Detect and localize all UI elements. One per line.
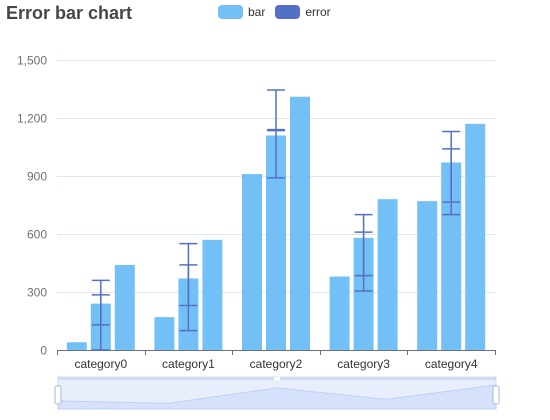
bar-category2-2[interactable] <box>290 96 310 350</box>
x-tick-label: category1 <box>162 357 215 371</box>
datazoom-move-handle[interactable] <box>274 377 280 380</box>
datazoom-handle-left[interactable] <box>54 385 62 405</box>
legend-label-bar: bar <box>248 5 266 19</box>
datazoom-preview-area <box>57 384 497 410</box>
error-bar-secondary-category1[interactable] <box>179 264 198 332</box>
x-tick-label: category4 <box>425 357 478 371</box>
legend-swatch-error <box>275 5 301 19</box>
bar-category1-0[interactable] <box>154 317 175 350</box>
y-tick-label: 0 <box>40 344 47 358</box>
bar-category4-1[interactable] <box>441 162 462 350</box>
y-tick-label: 300 <box>27 286 47 300</box>
datazoom-handle-right[interactable] <box>492 385 500 405</box>
y-tick-label: 1,200 <box>17 112 47 126</box>
legend-item-bar[interactable]: bar <box>218 5 265 19</box>
error-bar-secondary-category4[interactable] <box>442 148 461 216</box>
bar-category0-2[interactable] <box>114 264 135 350</box>
bar-category2-1[interactable] <box>266 135 286 350</box>
bar-category3-0[interactable] <box>329 276 350 350</box>
x-tick-label: category3 <box>337 357 390 371</box>
bar-category3-2[interactable] <box>377 199 398 350</box>
chart-title: Error bar chart <box>6 3 133 23</box>
x-tick-label: category2 <box>250 357 303 371</box>
error-bar-secondary-category2[interactable] <box>267 128 285 179</box>
y-tick-label: 900 <box>27 170 47 184</box>
y-tick-label: 600 <box>27 228 47 242</box>
legend-swatch-bar <box>218 5 243 19</box>
x-tick-label: category0 <box>74 357 127 371</box>
legend-label-error: error <box>305 5 331 19</box>
bar-category0-0[interactable] <box>66 342 87 350</box>
bar-category4-2[interactable] <box>465 123 486 350</box>
y-tick-label: 1,500 <box>17 54 47 68</box>
error-bar-secondary-category0[interactable] <box>91 294 110 351</box>
bar-category1-2[interactable] <box>202 239 223 350</box>
bar-category2-0[interactable] <box>242 174 262 350</box>
error-bar-secondary-category3[interactable] <box>354 231 373 292</box>
bar-category4-0[interactable] <box>417 201 438 350</box>
error-bar-category2[interactable] <box>267 89 285 132</box>
legend-item-error[interactable]: error <box>275 5 331 19</box>
bar-category3-1[interactable] <box>353 237 374 350</box>
legend: bar error <box>218 4 341 20</box>
